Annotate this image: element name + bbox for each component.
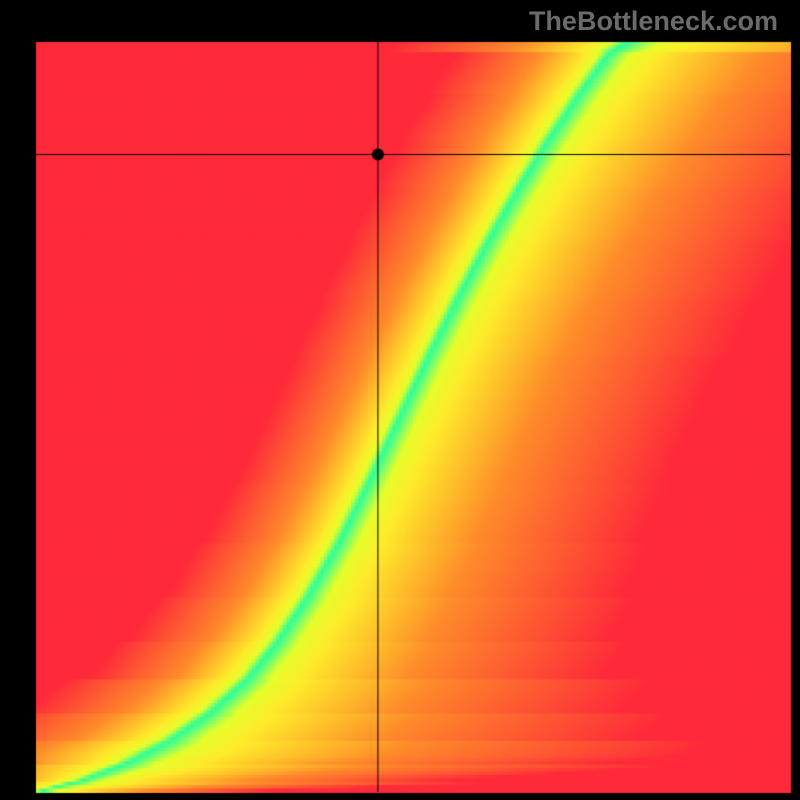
bottleneck-heatmap bbox=[0, 0, 800, 800]
watermark-text: TheBottleneck.com bbox=[529, 6, 778, 37]
